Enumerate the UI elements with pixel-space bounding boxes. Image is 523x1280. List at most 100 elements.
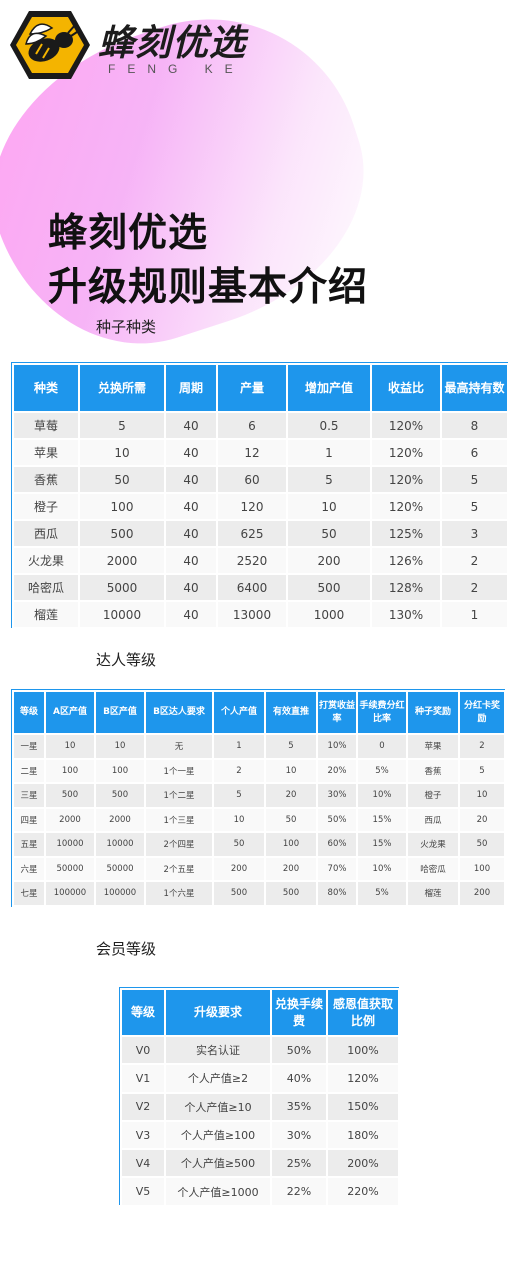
experts-cell: 50: [264, 806, 318, 833]
members-cell: 150%: [326, 1091, 400, 1122]
page-title-line2: 升级规则基本介绍: [48, 265, 369, 310]
brand-subtitle: FENG KE: [108, 62, 245, 76]
experts-body: 一星 10 10 无 1 5 10% 0 苹果 2 二星 100 100 1个一星 2 10 20% 5% 香蕉 5 三…: [12, 733, 506, 907]
table-row: 哈密瓜 5000 40 6400 500 128% 2: [12, 573, 509, 602]
members-cell: 个人产值≥2: [164, 1063, 272, 1094]
seeds-cell: 5: [440, 465, 509, 494]
seeds-cell: 5: [440, 492, 509, 521]
seeds-cell: 40: [164, 438, 218, 467]
experts-cell: 500: [44, 782, 96, 809]
seeds-cell: 120%: [370, 438, 442, 467]
seeds-cell: 0.5: [286, 411, 372, 440]
seeds-header-cell: 种类: [12, 363, 80, 413]
experts-cell: 2000: [44, 806, 96, 833]
experts-cell: 西瓜: [406, 806, 460, 833]
members-cell: 200%: [326, 1148, 400, 1179]
members-cell: 个人产值≥10: [164, 1091, 272, 1122]
seeds-cell: 火龙果: [12, 546, 80, 575]
seeds-cell: 40: [164, 519, 218, 548]
experts-cell: 10%: [356, 782, 408, 809]
experts-cell: 50%: [316, 806, 358, 833]
experts-header-cell: 等级: [12, 690, 46, 735]
experts-cell: 火龙果: [406, 831, 460, 858]
experts-cell: 50: [212, 831, 266, 858]
experts-cell: 200: [264, 855, 318, 882]
experts-cell: 10: [94, 733, 146, 760]
experts-cell: 5: [212, 782, 266, 809]
experts-cell: 二星: [12, 757, 46, 784]
experts-cell: 橙子: [406, 782, 460, 809]
seeds-cell: 5: [78, 411, 166, 440]
table-row: V1 个人产值≥2 40% 120%: [120, 1063, 400, 1094]
seeds-cell: 126%: [370, 546, 442, 575]
seeds-table: 种类 兑换所需 周期 产量 增加产值 收益比 最高持有数 草莓 5 40 6 0.5 120% 8 苹果 1…: [12, 363, 509, 629]
seeds-cell: 120: [216, 492, 288, 521]
experts-cell: 香蕉: [406, 757, 460, 784]
seeds-cell: 100: [78, 492, 166, 521]
seeds-cell: 2520: [216, 546, 288, 575]
members-section-label: 会员等级: [96, 940, 157, 958]
table-row: 香蕉 50 40 60 5 120% 5: [12, 465, 509, 494]
experts-cell: 0: [356, 733, 408, 760]
table-row: 苹果 10 40 12 1 120% 6: [12, 438, 509, 467]
seeds-cell: 2: [440, 573, 509, 602]
experts-cell: 200: [212, 855, 266, 882]
table-row: 一星 10 10 无 1 5 10% 0 苹果 2: [12, 733, 506, 760]
experts-cell: 100: [94, 757, 146, 784]
experts-cell: 10: [212, 806, 266, 833]
members-cell: 100%: [326, 1034, 400, 1066]
seeds-cell: 榴莲: [12, 600, 80, 629]
seeds-cell: 5000: [78, 573, 166, 602]
seeds-cell: 3: [440, 519, 509, 548]
seeds-cell: 13000: [216, 600, 288, 629]
experts-cell: 三星: [12, 782, 46, 809]
experts-cell: 1个三星: [144, 806, 214, 833]
seeds-cell: 128%: [370, 573, 442, 602]
experts-cell: 60%: [316, 831, 358, 858]
experts-header-cell: 个人产值: [212, 690, 266, 735]
experts-cell: 15%: [356, 806, 408, 833]
members-cell: V5: [120, 1176, 166, 1207]
table-row: 三星 500 500 1个二星 5 20 30% 10% 橙子 10: [12, 782, 506, 809]
table-row: V4 个人产值≥500 25% 200%: [120, 1148, 400, 1179]
experts-cell: 50000: [44, 855, 96, 882]
seeds-cell: 橙子: [12, 492, 80, 521]
experts-header-cell: 打赏收益率: [316, 690, 358, 735]
members-cell: 120%: [326, 1063, 400, 1094]
table-row: 榴莲 10000 40 13000 1000 130% 1: [12, 600, 509, 629]
experts-cell: 苹果: [406, 733, 460, 760]
seeds-header-cell: 增加产值: [286, 363, 372, 413]
seeds-cell: 40: [164, 573, 218, 602]
seeds-cell: 40: [164, 465, 218, 494]
experts-header-cell: 种子奖励: [406, 690, 460, 735]
table-row: 火龙果 2000 40 2520 200 126% 2: [12, 546, 509, 575]
seeds-cell: 草莓: [12, 411, 80, 440]
seeds-section-label: 种子种类: [96, 318, 157, 336]
experts-table: 等级 A区产值 B区产值 B区达人要求 个人产值 有效直推 打赏收益率 手续费分红比率 种子奖励…: [12, 690, 506, 907]
seeds-cell: 12: [216, 438, 288, 467]
experts-cell: 500: [94, 782, 146, 809]
experts-cell: 10: [44, 733, 96, 760]
experts-header-row: 等级 A区产值 B区产值 B区达人要求 个人产值 有效直推 打赏收益率 手续费分红比率 种子奖励…: [12, 690, 506, 735]
experts-cell: 5%: [356, 880, 408, 907]
members-cell: V1: [120, 1063, 166, 1094]
table-row: 七星 100000 100000 1个六星 500 500 80% 5% 榴莲 200: [12, 880, 506, 907]
seeds-cell: 500: [286, 573, 372, 602]
experts-cell: 100: [264, 831, 318, 858]
table-row: 西瓜 500 40 625 50 125% 3: [12, 519, 509, 548]
seeds-cell: 120%: [370, 411, 442, 440]
table-row: 二星 100 100 1个一星 2 10 20% 5% 香蕉 5: [12, 757, 506, 784]
experts-cell: 1个一星: [144, 757, 214, 784]
members-header-cell: 等级: [120, 988, 166, 1037]
table-row: V5 个人产值≥1000 22% 220%: [120, 1176, 400, 1207]
experts-cell: 10: [458, 782, 506, 809]
table-row: 橙子 100 40 120 10 120% 5: [12, 492, 509, 521]
experts-cell: 5: [264, 733, 318, 760]
members-cell: 50%: [270, 1034, 328, 1066]
members-cell: 220%: [326, 1176, 400, 1207]
experts-cell: 500: [212, 880, 266, 907]
experts-header-cell: B区达人要求: [144, 690, 214, 735]
members-header-cell: 升级要求: [164, 988, 272, 1037]
seeds-cell: 2: [440, 546, 509, 575]
experts-cell: 5%: [356, 757, 408, 784]
